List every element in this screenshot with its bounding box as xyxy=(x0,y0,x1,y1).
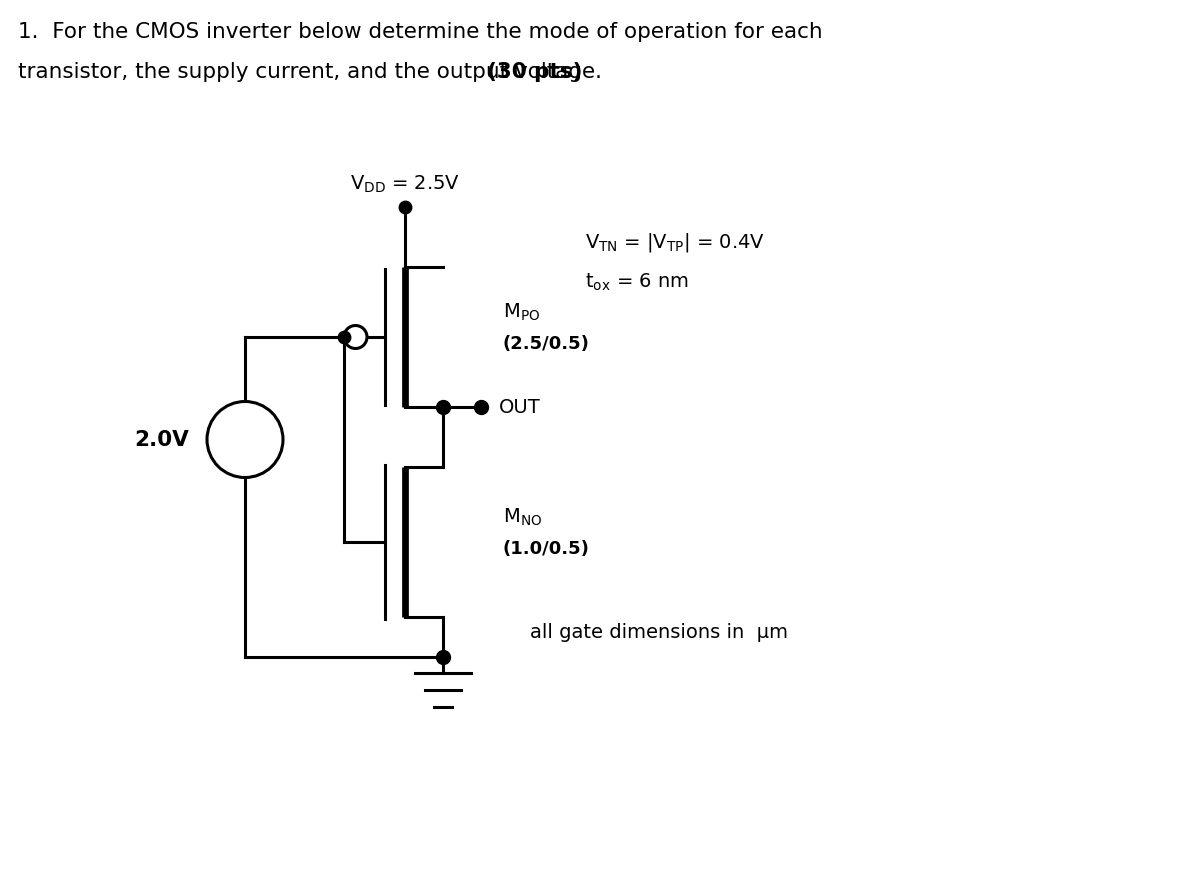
Circle shape xyxy=(207,401,283,478)
Text: OUT: OUT xyxy=(499,398,540,417)
Text: (30 pts): (30 pts) xyxy=(472,62,582,82)
Text: M$_{\mathrm{PO}}$: M$_{\mathrm{PO}}$ xyxy=(503,302,540,323)
Text: 1.  For the CMOS inverter below determine the mode of operation for each: 1. For the CMOS inverter below determine… xyxy=(18,22,822,42)
Text: transistor, the supply current, and the output voltage.: transistor, the supply current, and the … xyxy=(18,62,602,82)
Text: M$_{\mathrm{NO}}$: M$_{\mathrm{NO}}$ xyxy=(503,507,543,528)
Text: t$_{\mathrm{ox}}$ = 6 nm: t$_{\mathrm{ox}}$ = 6 nm xyxy=(585,271,689,293)
Text: V$_{\mathrm{DD}}$ = 2.5V: V$_{\mathrm{DD}}$ = 2.5V xyxy=(350,174,461,195)
Circle shape xyxy=(344,325,367,349)
Text: V$_{\mathrm{TN}}$ = |V$_{\mathrm{TP}}$| = 0.4V: V$_{\mathrm{TN}}$ = |V$_{\mathrm{TP}}$| … xyxy=(585,230,765,254)
Text: all gate dimensions in  μm: all gate dimensions in μm xyxy=(530,623,788,642)
Text: 2.0V: 2.0V xyxy=(134,430,189,449)
Text: (1.0/0.5): (1.0/0.5) xyxy=(503,540,590,558)
Text: +: + xyxy=(238,415,252,433)
Text: (2.5/0.5): (2.5/0.5) xyxy=(503,335,590,353)
Text: −: − xyxy=(237,445,253,464)
